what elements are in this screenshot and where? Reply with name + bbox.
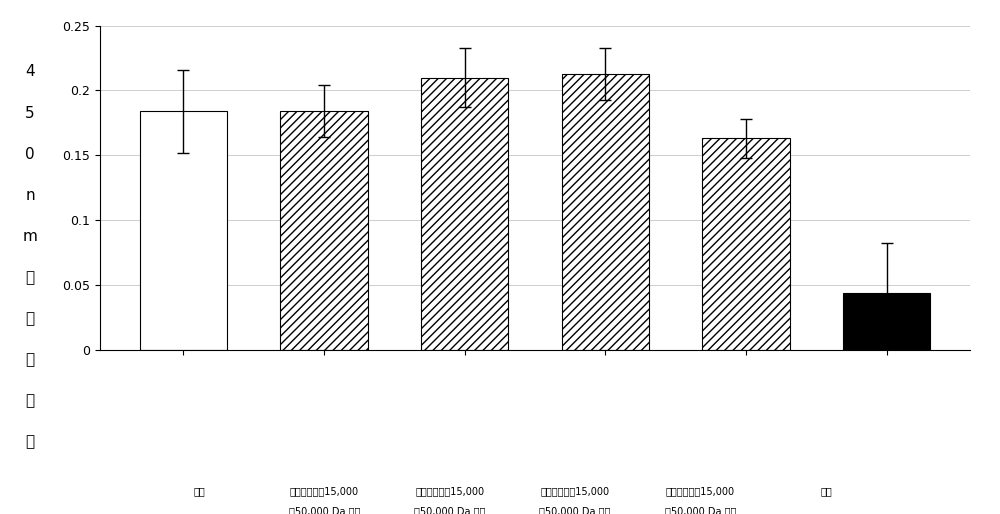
- Bar: [140, 111, 227, 350]
- Text: 处: 处: [25, 270, 35, 285]
- Text: 光: 光: [25, 393, 35, 409]
- Text: 截留分子量在15,000: 截留分子量在15,000: [290, 486, 359, 495]
- Text: 度: 度: [25, 434, 35, 450]
- Text: 5: 5: [25, 105, 35, 121]
- Text: 至50,000 Da 之间: 至50,000 Da 之间: [414, 506, 486, 514]
- Text: 苯酚: 苯酚: [820, 486, 832, 495]
- Bar: [843, 292, 930, 350]
- Bar: [280, 111, 368, 350]
- Text: 至50,000 Da 之间: 至50,000 Da 之间: [665, 506, 736, 514]
- Text: 对照: 对照: [193, 486, 205, 495]
- Text: m: m: [23, 229, 37, 244]
- Bar: [702, 138, 790, 350]
- Text: 截留分子量在15,000: 截留分子量在15,000: [541, 486, 610, 495]
- Text: n: n: [25, 188, 35, 203]
- Text: 截留分子量在15,000: 截留分子量在15,000: [666, 486, 735, 495]
- Text: 的: 的: [25, 311, 35, 326]
- Text: 截留分子量在15,000: 截留分子量在15,000: [415, 486, 484, 495]
- Text: 吸: 吸: [25, 352, 35, 368]
- Bar: [421, 78, 508, 350]
- Bar: [562, 74, 649, 350]
- Text: 0: 0: [25, 146, 35, 162]
- Text: 至50,000 Da 之间: 至50,000 Da 之间: [289, 506, 360, 514]
- Text: 至50,000 Da 之间: 至50,000 Da 之间: [539, 506, 611, 514]
- Text: 4: 4: [25, 64, 35, 80]
